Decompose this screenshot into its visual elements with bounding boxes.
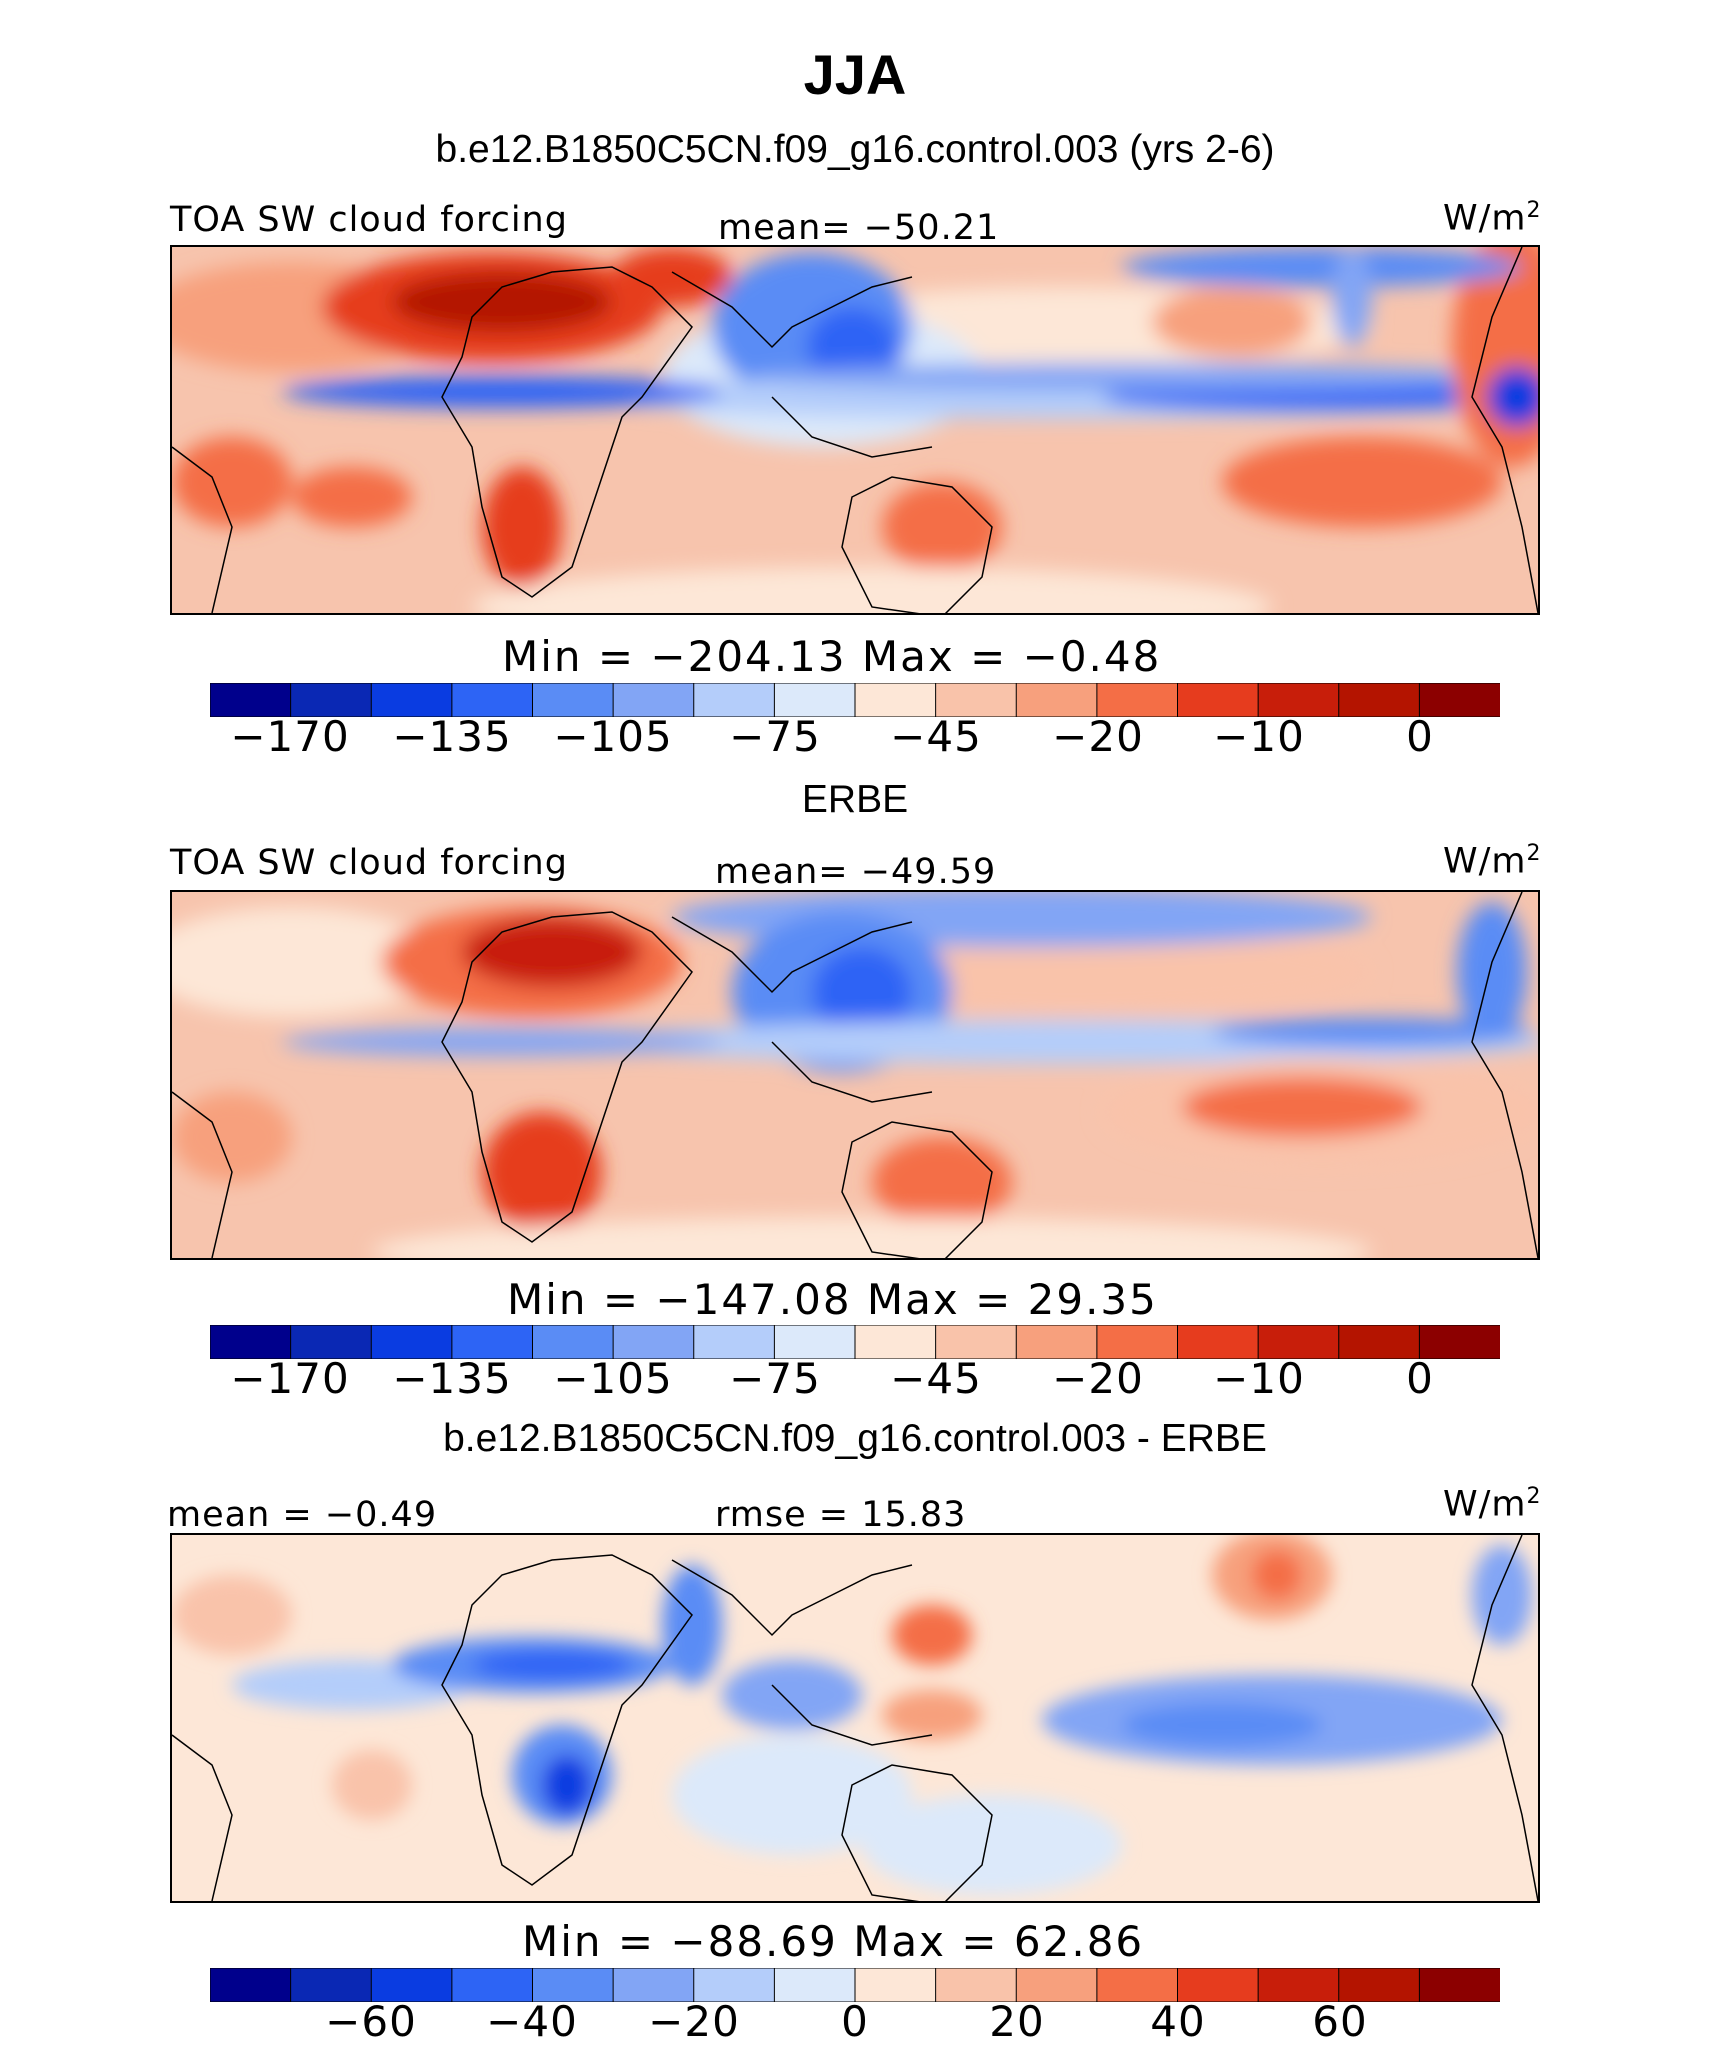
panel-1-tick-1: −135 [392,712,512,761]
colorbar-2-swatch-0 [209,1324,292,1360]
panel-1-mean-label: mean= −50.21 [718,208,1000,248]
colorbar-3-swatch-0 [209,1967,292,2003]
colorbar-3-swatch-9 [935,1967,1018,2003]
panel-2-variable-label: TOA SW cloud forcing [170,843,568,883]
colorbar-3-swatch-15 [1418,1967,1502,2003]
panel-2-tick-6: −10 [1213,1354,1305,1403]
colorbar-2-swatch-7 [773,1324,857,1360]
panel-1-tick-4: −45 [890,712,982,761]
panel-3-colorbar [209,1967,1502,2003]
panel-2-tick-7: 0 [1406,1354,1434,1403]
colorbar-2-swatch-10 [1015,1324,1098,1360]
panel-1-variable-label: TOA SW cloud forcing [170,200,568,240]
panel-3-tick-0: −60 [325,1997,417,2046]
panel-3-tick-6: 60 [1312,1997,1368,2046]
panel-1-tick-5: −20 [1052,712,1144,761]
panel-3-mean-label: mean = −0.49 [167,1495,438,1535]
panel-2-tick-1: −135 [392,1354,512,1403]
colorbar-2-swatch-2 [370,1324,453,1360]
panel-2-units: W/m2 [1443,841,1542,882]
panel-1-colorbar [209,682,1502,718]
colorbar-1-swatch-9 [935,682,1018,718]
colorbar-3-swatch-5 [612,1967,695,2003]
panel-2-tick-5: −20 [1052,1354,1144,1403]
panel-3-map [170,1533,1540,1903]
colorbar-1-swatch-1 [290,682,373,718]
panel-3-title: b.e12.B1850C5CN.f09_g16.control.003 - ER… [443,1417,1267,1460]
colorbar-2-swatch-11 [1096,1324,1179,1360]
panel-3-units: W/m2 [1443,1484,1542,1525]
colorbar-1-swatch-14 [1338,682,1421,718]
colorbar-3-swatch-2 [370,1967,453,2003]
panel-3-tick-4: 20 [989,1997,1045,2046]
panel-2-minmax: Min = −147.08 Max = 29.35 [507,1275,1158,1324]
panel-1-tick-2: −105 [553,712,673,761]
panel-1-tick-0: −170 [230,712,350,761]
panel-1-minmax: Min = −204.13 Max = −0.48 [502,632,1162,681]
colorbar-3-swatch-10 [1015,1967,1098,2003]
panel-2-title: ERBE [801,778,909,821]
colorbar-2-swatch-5 [612,1324,695,1360]
panel-3-tick-5: 40 [1150,1997,1206,2046]
panel-2-tick-0: −170 [230,1354,350,1403]
colorbar-3-swatch-12 [1177,1967,1260,2003]
colorbar-2-swatch-4 [532,1324,615,1360]
panel-3-rmse-label: rmse = 15.83 [715,1495,967,1535]
panel-3-tick-1: −40 [486,1997,578,2046]
panel-3-tick-2: −20 [648,1997,740,2046]
panel-3-tick-3: 0 [841,1997,869,2046]
panel-2-tick-4: −45 [890,1354,982,1403]
figure-title: JJA [803,43,907,106]
panel-2-mean-label: mean= −49.59 [715,852,997,892]
panel-3-minmax: Min = −88.69 Max = 62.86 [522,1917,1145,1966]
colorbar-2-swatch-6 [693,1324,776,1360]
panel-2-tick-3: −75 [729,1354,821,1403]
colorbar-1-swatch-6 [693,682,776,718]
colorbar-2-swatch-1 [290,1324,373,1360]
colorbar-3-swatch-7 [773,1967,857,2003]
panel-2-tick-2: −105 [553,1354,673,1403]
panel-1-title: b.e12.B1850C5CN.f09_g16.control.003 (yrs… [435,128,1275,171]
colorbar-3-swatch-6 [693,1967,776,2003]
colorbar-1-swatch-5 [612,682,695,718]
panel-2-map [170,890,1540,1260]
colorbar-1-swatch-4 [532,682,615,718]
colorbar-1-swatch-15 [1418,682,1502,718]
colorbar-3-swatch-13 [1257,1967,1340,2003]
panel-1-units: W/m2 [1443,198,1542,239]
colorbar-2-swatch-3 [451,1324,534,1360]
panel-1-map [170,245,1540,615]
colorbar-1-swatch-13 [1257,682,1340,718]
panel-2-colorbar [209,1324,1502,1360]
panel-1-tick-6: −10 [1213,712,1305,761]
colorbar-1-swatch-7 [773,682,857,718]
panel-1-tick-3: −75 [729,712,821,761]
colorbar-2-swatch-9 [935,1324,1018,1360]
panel-1-tick-7: 0 [1406,712,1434,761]
